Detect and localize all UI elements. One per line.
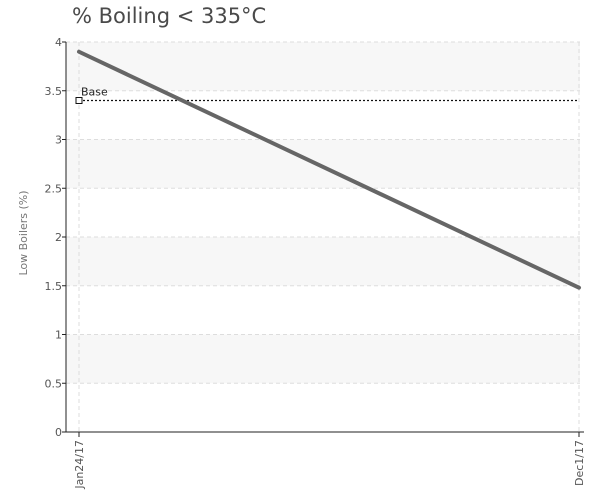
y-axis-label: Low Boilers (%)	[17, 190, 30, 275]
y-tick-label: 4	[55, 36, 62, 49]
y-tick-label: 0.5	[45, 377, 63, 390]
chart-title: % Boiling < 335°C	[72, 4, 267, 28]
plot-band	[66, 42, 580, 91]
y-ticks: 0 0.5 1 1.5 2 2.5 3 3.5 4	[45, 36, 66, 439]
x-tick-label: Jan24/17	[73, 440, 86, 490]
y-tick-label: 1	[55, 329, 62, 342]
plot-band	[66, 334, 580, 384]
series-line	[77, 49, 581, 290]
reference-marker	[75, 97, 83, 104]
plot-band	[66, 139, 580, 189]
y-tick-label: 3.5	[45, 85, 63, 98]
series-lines	[77, 49, 581, 290]
y-tick-label: 2	[55, 231, 62, 244]
y-tick-label: 1.5	[45, 280, 63, 293]
reference-lines: Base	[75, 86, 579, 104]
plot-bands	[66, 42, 580, 384]
plot-band	[66, 237, 580, 286]
y-tick-label: 0	[55, 426, 62, 439]
y-tick-label: 3	[55, 134, 62, 147]
y-tick-label: 2.5	[45, 182, 63, 195]
reference-line-label: Base	[81, 86, 108, 99]
x-ticks: Jan24/17 Dec1/17	[73, 432, 586, 490]
x-tick-label: Dec1/17	[573, 440, 586, 486]
grid-lines	[66, 41, 580, 432]
